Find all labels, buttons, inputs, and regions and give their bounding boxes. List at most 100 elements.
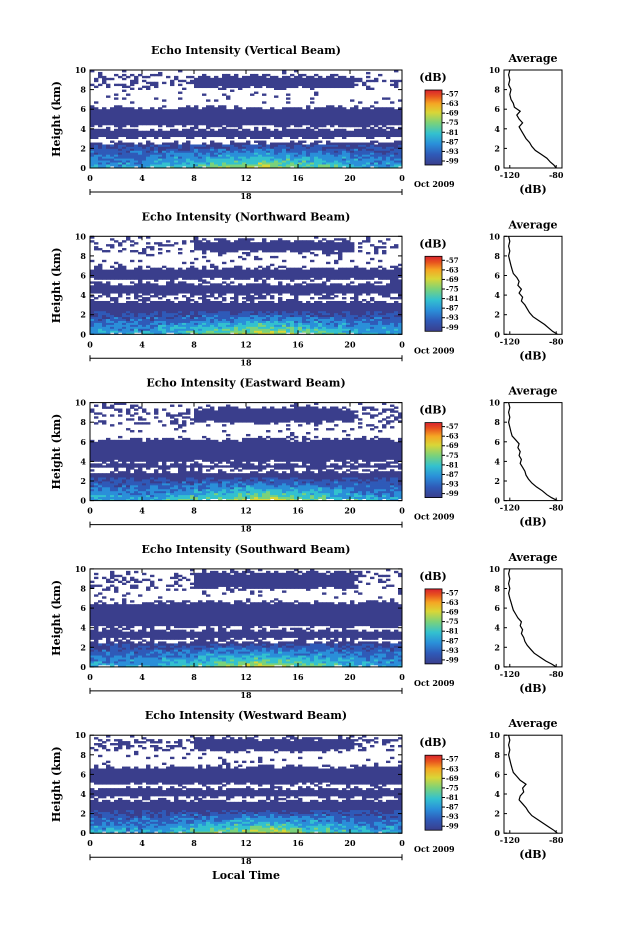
heatmap-cell <box>118 132 123 136</box>
heatmap-cell <box>154 283 159 286</box>
heatmap-cell <box>274 152 279 155</box>
heatmap-cell <box>322 160 327 163</box>
heatmap-cell <box>146 115 151 118</box>
heatmap-cell <box>106 328 111 331</box>
heatmap-cell <box>110 275 115 278</box>
heatmap-cell <box>246 148 251 151</box>
heatmap-cell <box>202 322 207 325</box>
heatmap-cell <box>386 152 391 155</box>
heatmap-cell <box>142 248 147 251</box>
y-tick-label: 0 <box>80 163 86 173</box>
heatmap-cell <box>130 148 135 151</box>
heatmap-cell <box>350 162 355 165</box>
heatmap-cell <box>190 146 195 149</box>
heatmap-cell <box>314 79 319 83</box>
heatmap-cell <box>214 109 219 112</box>
heatmap-cell <box>366 142 371 145</box>
heatmap-cell <box>162 122 167 126</box>
heatmap-cell <box>226 117 231 120</box>
heatmap-cell <box>90 302 95 306</box>
profile-y-tick-label: 2 <box>494 143 500 153</box>
heatmap-cell <box>218 109 223 112</box>
heatmap-cell <box>158 285 163 288</box>
heatmap-cell <box>306 122 311 126</box>
y-tick-label: 2 <box>80 143 86 153</box>
heatmap-cell <box>142 160 147 163</box>
heatmap-cell <box>194 148 199 151</box>
heatmap-cell <box>250 122 255 126</box>
colorbar-tick-label: -57 <box>446 90 459 99</box>
heatmap-cell <box>350 115 355 118</box>
heatmap-cell <box>218 166 223 169</box>
heatmap-cell <box>154 312 159 316</box>
heatmap-cell <box>310 148 315 151</box>
heatmap-cell <box>242 154 247 157</box>
heatmap-cell <box>94 242 99 245</box>
heatmap-cell <box>130 117 135 120</box>
heatmap-cell <box>374 160 379 163</box>
heatmap-cell <box>190 299 195 302</box>
heatmap-cell <box>166 302 171 306</box>
heatmap-cell <box>194 271 199 274</box>
heatmap-cell <box>334 148 339 151</box>
heatmap-cell <box>370 117 375 120</box>
heatmap-cell <box>150 310 155 314</box>
heatmap-cell <box>278 87 283 90</box>
heatmap-cell <box>206 287 211 290</box>
heatmap-cell <box>194 107 199 110</box>
heatmap-cell <box>98 263 103 267</box>
heatmap-cell <box>346 119 351 122</box>
heatmap-cell <box>142 275 147 278</box>
heatmap-cell <box>306 79 311 83</box>
heatmap-cell <box>282 77 287 81</box>
heatmap-cell <box>194 79 199 83</box>
heatmap-cell <box>214 283 219 286</box>
heatmap-cell <box>190 160 195 163</box>
heatmap-cell <box>210 269 215 272</box>
heatmap-cell <box>202 273 207 276</box>
heatmap-cell <box>166 134 171 138</box>
heatmap-cell <box>126 277 131 280</box>
heatmap-cell <box>282 75 287 79</box>
heatmap-cell <box>134 124 139 128</box>
heatmap-cell <box>182 326 187 329</box>
heatmap-cell <box>186 330 191 333</box>
heatmap-cell <box>102 128 107 132</box>
heatmap-cell <box>310 251 315 255</box>
heatmap-cell <box>198 132 203 136</box>
heatmap-cell <box>98 148 103 151</box>
heatmap-cell <box>398 164 403 167</box>
heatmap-cell <box>194 322 199 325</box>
heatmap-cell <box>150 295 155 298</box>
heatmap-cell <box>190 152 195 155</box>
heatmap-cell <box>190 310 195 314</box>
heatmap-cell <box>282 285 287 288</box>
heatmap-cell <box>342 267 347 271</box>
heatmap-cell <box>118 312 123 316</box>
heatmap-cell <box>298 146 303 149</box>
heatmap-cell <box>366 146 371 149</box>
heatmap-cell <box>218 312 223 316</box>
heatmap-cell <box>202 289 207 292</box>
heatmap-cell <box>190 81 195 85</box>
heatmap-cell <box>274 166 279 169</box>
heatmap-cell <box>186 105 191 108</box>
heatmap-cell <box>262 158 267 161</box>
heatmap-cell <box>246 144 251 147</box>
heatmap-cell <box>134 297 139 300</box>
heatmap-cell <box>314 253 319 257</box>
heatmap-cell <box>182 132 187 136</box>
heatmap-cell <box>258 119 263 122</box>
heatmap-cell <box>354 148 359 151</box>
heatmap-cell <box>258 109 263 112</box>
heatmap-cell <box>110 150 115 153</box>
heatmap-cell <box>122 122 127 126</box>
heatmap-cell <box>290 134 295 138</box>
heatmap-cell <box>94 287 99 290</box>
heatmap-cell <box>186 120 191 124</box>
heatmap-cell <box>118 142 123 145</box>
heatmap-cell <box>218 248 223 251</box>
heatmap-cell <box>382 146 387 149</box>
heatmap-cell <box>174 318 179 321</box>
heatmap-cell <box>322 124 327 128</box>
